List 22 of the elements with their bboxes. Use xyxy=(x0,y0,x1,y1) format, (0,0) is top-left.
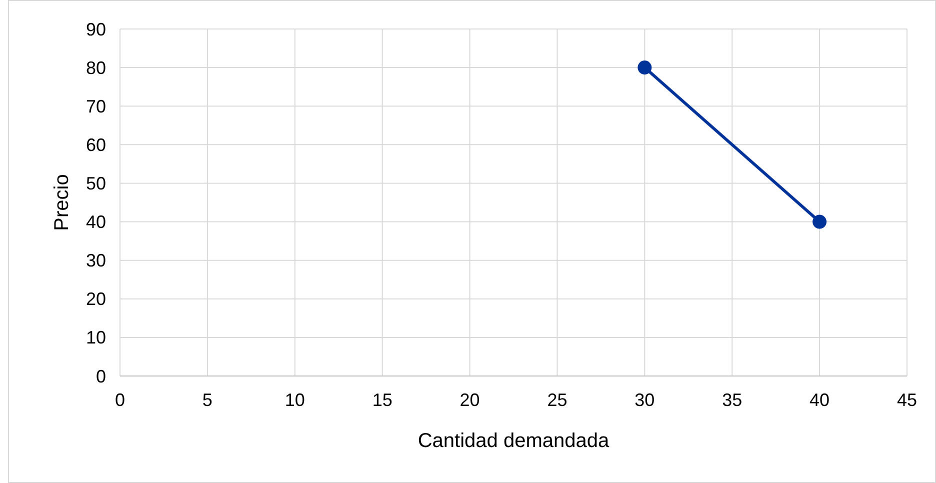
x-tick-label: 10 xyxy=(284,390,305,410)
y-tick-label: 80 xyxy=(86,58,106,78)
y-tick-label: 20 xyxy=(86,289,106,310)
x-tick-label: 15 xyxy=(372,390,392,410)
y-axis-title: Precio xyxy=(51,174,73,231)
y-tick-label: 0 xyxy=(96,366,106,386)
x-tick-label: 35 xyxy=(722,390,742,410)
y-tick-label: 70 xyxy=(86,96,106,116)
x-tick-label: 5 xyxy=(202,390,212,410)
x-tick-label: 20 xyxy=(460,390,480,410)
x-tick-label: 40 xyxy=(810,390,830,410)
x-tick-label: 30 xyxy=(634,390,655,410)
y-tick-label: 30 xyxy=(86,250,106,271)
x-tick-label: 25 xyxy=(547,390,568,410)
x-tick-label: 45 xyxy=(896,390,918,410)
y-tick-label: 60 xyxy=(86,134,106,155)
y-tick-label: 40 xyxy=(86,212,106,232)
x-axis-title: Cantidad demandada xyxy=(418,430,610,452)
x-tick-label: 0 xyxy=(114,390,126,410)
y-tick-label: 50 xyxy=(86,174,106,194)
y-tick-label: 90 xyxy=(86,19,106,40)
y-tick-label: 10 xyxy=(86,328,106,348)
